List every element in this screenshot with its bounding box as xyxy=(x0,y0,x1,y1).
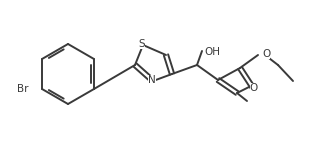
Text: N: N xyxy=(148,75,156,85)
Text: OH: OH xyxy=(204,47,220,57)
Text: O: O xyxy=(262,49,270,59)
Text: S: S xyxy=(139,39,145,49)
Text: Br: Br xyxy=(16,84,28,94)
Text: O: O xyxy=(250,83,258,93)
